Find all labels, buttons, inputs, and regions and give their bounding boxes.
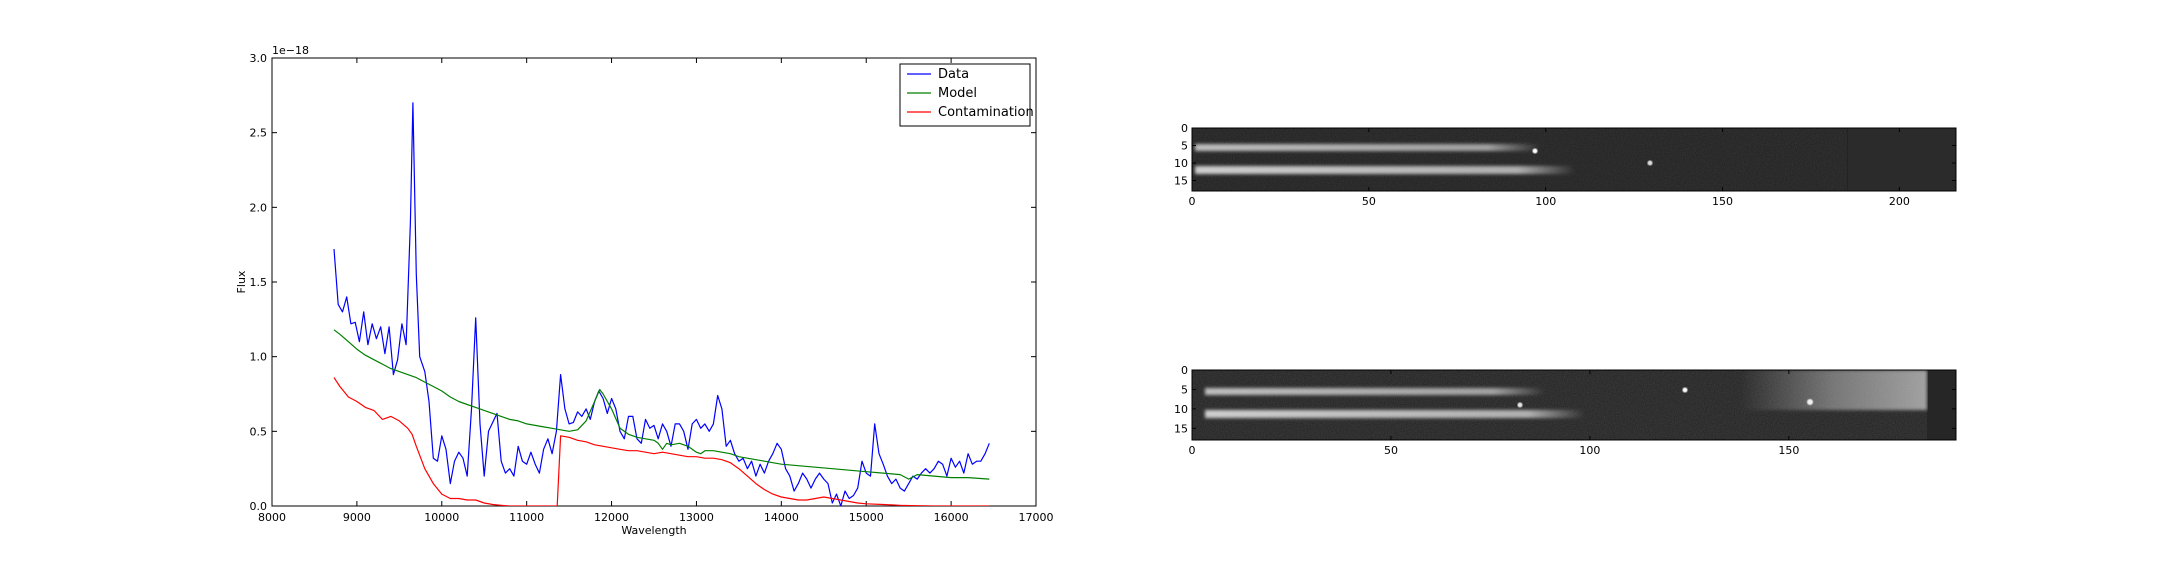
image-top-y-tick-label: 0 xyxy=(1181,122,1188,135)
image-top-trace-lower xyxy=(1195,166,1575,174)
image-top-y-axis: 0 5 10 15 xyxy=(1174,122,1956,188)
image-top-x-tick-label: 100 xyxy=(1535,195,1556,208)
image-bottom-x-tick-label: 50 xyxy=(1384,444,1398,457)
image-top-x-tick-label: 0 xyxy=(1189,195,1196,208)
y-tick-label: 2.5 xyxy=(250,127,268,140)
x-tick-label: 15000 xyxy=(849,511,884,524)
x-tick-label: 9000 xyxy=(343,511,371,524)
y-tick-label: 0.5 xyxy=(250,425,268,438)
x-tick-label: 14000 xyxy=(764,511,799,524)
x-tick-label: 17000 xyxy=(1019,511,1054,524)
image-top-x-tick-label: 150 xyxy=(1712,195,1733,208)
image-top-frame xyxy=(1191,127,1957,192)
x-axis-label: Wavelength xyxy=(621,524,686,537)
image-top-bright-spot xyxy=(1532,148,1538,154)
y-axis: 0.0 0.5 1.0 1.5 2.0 2.5 3.0 xyxy=(250,52,1036,513)
legend-label-contamination: Contamination xyxy=(938,105,1034,120)
image-bottom-blank-strip xyxy=(1928,370,1956,440)
image-bottom-y-tick-label: 15 xyxy=(1174,422,1188,435)
image-bottom-right-glow xyxy=(1740,370,1927,410)
spectrum-plot: 8000 9000 10000 11000 12000 13000 14000 15000 16… xyxy=(235,44,1054,537)
image-bottom-spot-b xyxy=(1682,387,1688,393)
y-tick-label: 2.0 xyxy=(250,201,268,214)
x-tick-label: 8000 xyxy=(258,511,286,524)
image-bottom-frame xyxy=(1191,369,1957,441)
image-bottom-trace-lower xyxy=(1205,410,1585,418)
image-top-trace-upper xyxy=(1195,144,1540,151)
image-bottom-x-tick-label: 100 xyxy=(1579,444,1600,457)
y-axis-label: Flux xyxy=(235,270,248,293)
series-lines xyxy=(333,102,990,506)
x-axis: 8000 9000 10000 11000 12000 13000 14000 15000 16… xyxy=(258,58,1054,524)
y-tick-label: 1.5 xyxy=(250,276,268,289)
image-bottom-x-tick-label: 150 xyxy=(1778,444,1799,457)
x-tick-label: 11000 xyxy=(509,511,544,524)
image-top-noise xyxy=(1192,128,1847,191)
image-top-x-tick-label: 200 xyxy=(1889,195,1910,208)
image-bottom-trace-upper xyxy=(1205,388,1545,395)
image-top-x-axis: 0 50 100 150 200 xyxy=(1189,128,1910,208)
image-bottom-x-tick-label: 0 xyxy=(1189,444,1196,457)
y-tick-label: 0.0 xyxy=(250,500,268,513)
legend: Data Model Contamination xyxy=(899,63,1034,127)
y-offset-text: 1e−18 xyxy=(272,44,309,57)
image-top-y-tick-label: 5 xyxy=(1181,140,1188,153)
image-bottom-y-tick-label: 0 xyxy=(1181,364,1188,377)
image-bottom-spot-a xyxy=(1517,402,1523,408)
image-bottom-y-tick-label: 5 xyxy=(1181,383,1188,396)
image-top-blank-region xyxy=(1848,128,1956,191)
series-line-model xyxy=(333,329,990,480)
legend-label-model: Model xyxy=(938,86,977,101)
x-tick-label: 12000 xyxy=(594,511,629,524)
image-top-faint-spot xyxy=(1647,160,1653,166)
x-tick-label: 10000 xyxy=(424,511,459,524)
image-bottom-x-axis: 0 50 100 150 xyxy=(1189,370,1799,457)
y-tick-label: 3.0 xyxy=(250,52,268,65)
legend-label-data: Data xyxy=(938,67,969,82)
x-tick-label: 13000 xyxy=(679,511,714,524)
image-panel-bottom: 0 50 100 150 0 5 10 15 xyxy=(1174,364,1957,457)
image-panel-top: 0 50 100 150 200 0 5 10 15 xyxy=(1174,122,1957,208)
series-line-data xyxy=(333,102,990,506)
image-top-y-tick-label: 10 xyxy=(1174,157,1188,170)
y-tick-label: 1.0 xyxy=(250,351,268,364)
image-bottom-y-tick-label: 10 xyxy=(1174,403,1188,416)
image-top-y-tick-label: 15 xyxy=(1174,175,1188,188)
image-bottom-spot-c xyxy=(1807,399,1813,405)
image-top-x-tick-label: 50 xyxy=(1362,195,1376,208)
series-line-contamination xyxy=(333,377,990,506)
spectrum-plot-area xyxy=(271,57,1037,507)
x-tick-label: 16000 xyxy=(934,511,969,524)
image-bottom-y-axis: 0 5 10 15 xyxy=(1174,364,1956,435)
